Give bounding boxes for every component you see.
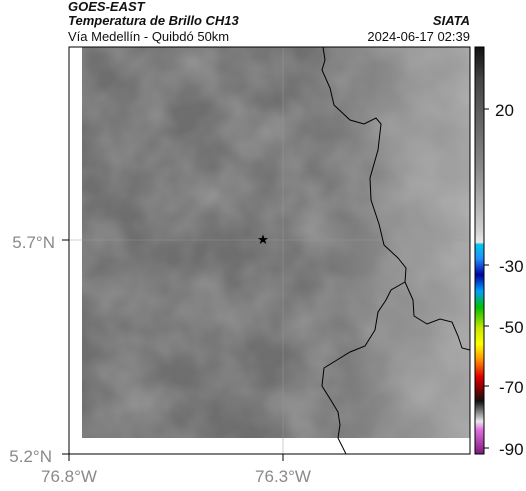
colorbar-tick-label: -30 [499, 257, 524, 276]
municipal-border [404, 281, 471, 351]
colorbar-ramp [474, 46, 485, 455]
department-border [321, 46, 407, 455]
star-icon [257, 234, 269, 244]
route-label: Vía Medellín - Quibdó 50km [68, 29, 230, 44]
colorbar-tick-label: -90 [499, 440, 524, 459]
lon-tick-label: 76.8°W [41, 467, 97, 486]
product-title: Temperatura de Brillo CH13 [68, 13, 239, 28]
colorbar: 20 -30 -50 -70 -90 [474, 46, 524, 459]
colorbar-tick-label: -70 [499, 378, 524, 397]
datetime-label: 2024-06-17 02:39 [367, 29, 470, 44]
satellite-image [82, 47, 470, 438]
lon-tick-label: 76.3°W [255, 467, 311, 486]
map-frame [68, 46, 471, 455]
satellite-title: GOES-EAST [68, 0, 145, 14]
colorbar-tick-label: -50 [499, 318, 524, 337]
graticule [69, 47, 470, 454]
lat-tick-label: 5.2°N [9, 447, 52, 466]
lat-tick-label: 5.7°N [12, 233, 55, 252]
colorbar-tick-label: 20 [495, 101, 514, 120]
agency-label: SIATA [432, 13, 470, 28]
